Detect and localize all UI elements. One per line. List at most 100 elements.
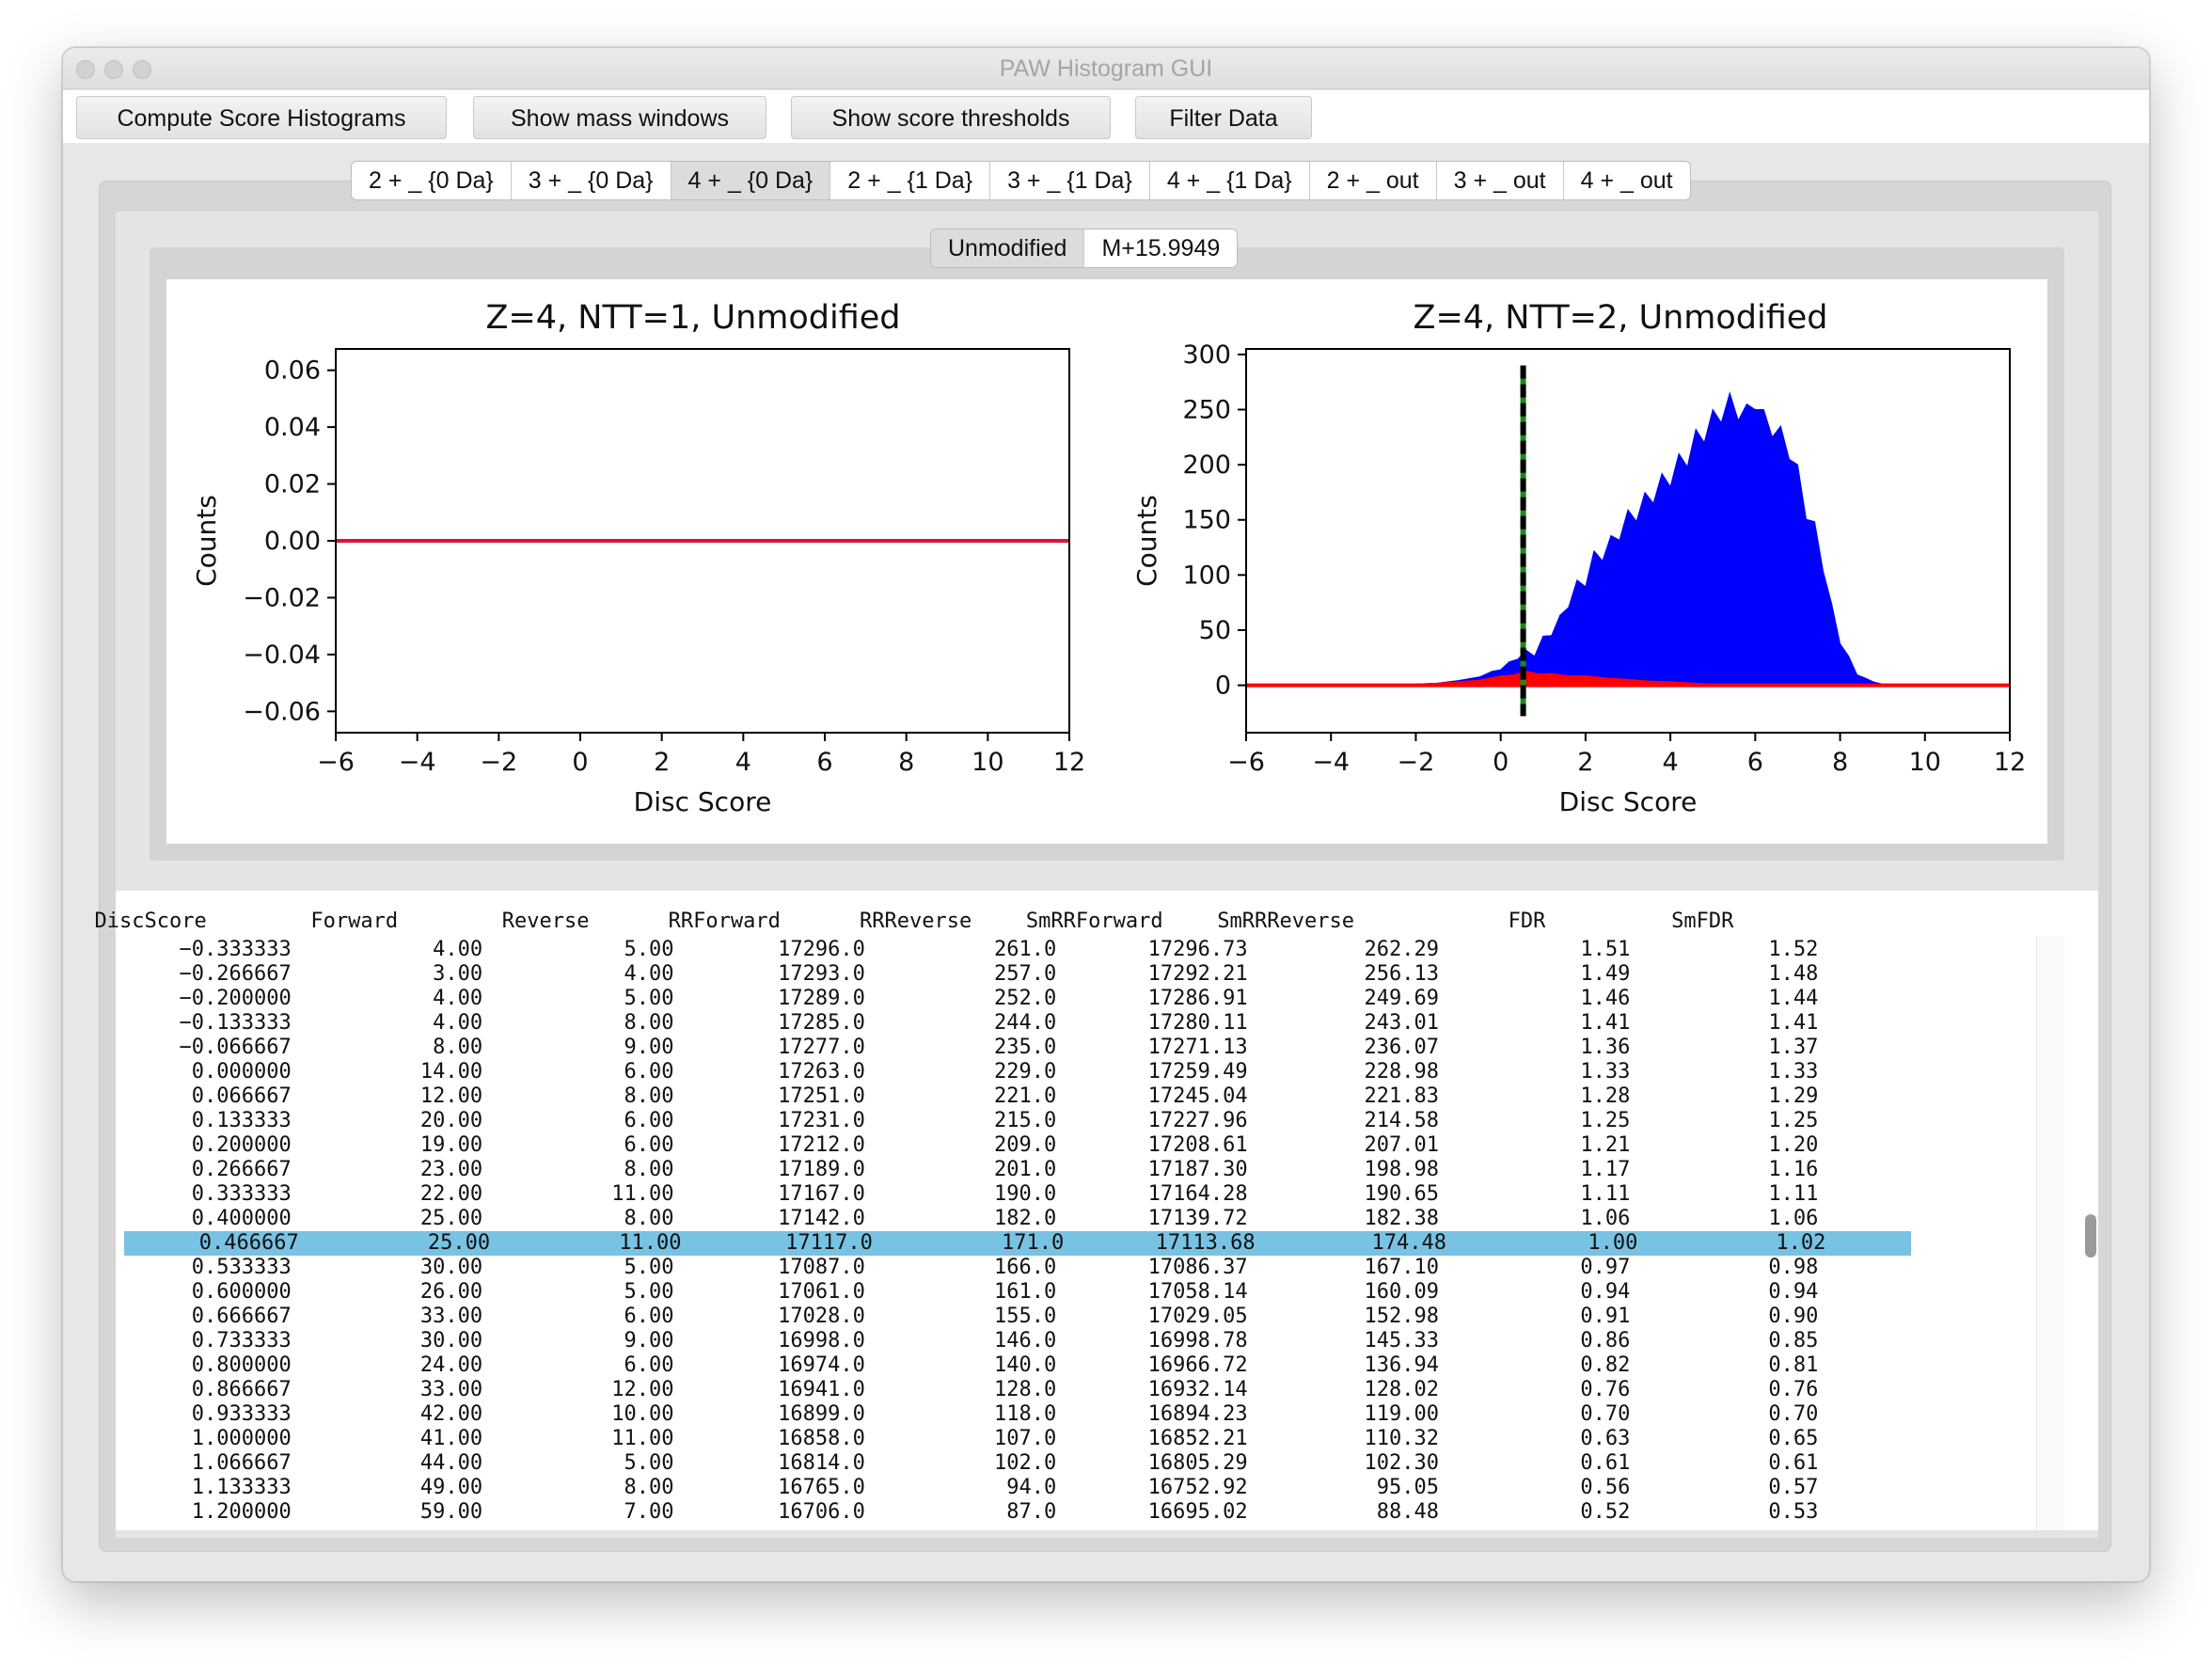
table-row[interactable]: 0.733333 30.00 9.00 16998.0 146.0 16998.78 145…	[116, 1329, 1912, 1353]
table-row[interactable]: −0.333333 4.00 5.00 17296.0 261.0 17296.73 262…	[116, 938, 1912, 962]
tab-2-plus-0-da[interactable]: 2 + _ {0 Da}	[352, 162, 512, 199]
table-row[interactable]: −0.133333 4.00 8.00 17285.0 244.0 17280.11 243…	[116, 1011, 1912, 1036]
table-cell-fdr: 1.17	[1580, 1158, 1631, 1181]
table-cell-discscore: 0.466667	[198, 1231, 299, 1255]
table-cell-smrrreverse: 145.33	[1364, 1329, 1439, 1353]
x-tick-label: −2	[1398, 748, 1435, 777]
tab-unmodified[interactable]: Unmodified	[931, 229, 1085, 267]
table-cell-rrforward: 16974.0	[778, 1353, 865, 1377]
x-tick-label: 12	[1053, 748, 1085, 777]
table-cell-discscore: −0.200000	[179, 987, 292, 1010]
tab-m-plus-15-9949[interactable]: M+15.9949	[1101, 235, 1221, 261]
table-cell-fdr: 1.36	[1580, 1036, 1631, 1059]
table-cell-smrrforward: 17245.04	[1147, 1084, 1248, 1108]
table-row[interactable]: 0.666667 33.00 6.00 17028.0 155.0 17029.05 152…	[116, 1305, 1912, 1329]
table-cell-reverse: 5.00	[624, 987, 674, 1010]
table-row[interactable]: 0.200000 19.00 6.00 17212.0 209.0 17208.61 207…	[116, 1133, 1912, 1158]
title-bar: PAW Histogram GUI	[63, 48, 2149, 89]
table-cell-rrforward: 17167.0	[778, 1182, 865, 1206]
table-cell-smrrforward: 17187.30	[1147, 1158, 1248, 1181]
table-cell-fdr: 1.11	[1580, 1182, 1631, 1206]
zoom-window-icon[interactable]	[133, 60, 151, 79]
table-cell-smfdr: 1.48	[1768, 962, 1819, 986]
table-cell-forward: 30.00	[419, 1329, 483, 1353]
table-cell-fdr: 0.56	[1580, 1476, 1631, 1499]
table-row[interactable]: 0.800000 24.00 6.00 16974.0 140.0 16966.72 136…	[116, 1353, 1912, 1378]
table-cell-forward: 3.00	[433, 962, 483, 986]
tab-4-plus-1-da[interactable]: 4 + _ {1 Da}	[1150, 162, 1310, 199]
table-cell-rrreverse: 94.0	[1006, 1476, 1057, 1499]
x-tick-label: 2	[654, 748, 670, 777]
x-tick-label: −4	[1312, 748, 1350, 777]
table-cell-smfdr: 0.90	[1768, 1305, 1819, 1328]
show-score-thresholds-button[interactable]: Show score thresholds	[791, 96, 1111, 139]
tab-2-plus-1-da[interactable]: 2 + _ {1 Da}	[830, 162, 991, 199]
table-cell-smrrforward: 17286.91	[1147, 987, 1248, 1010]
compute-score-histograms-button[interactable]: Compute Score Histograms	[76, 96, 447, 139]
tab-4-plus-0-da[interactable]: 4 + _ {0 Da}	[671, 162, 831, 199]
table-cell-rrreverse: 118.0	[993, 1402, 1057, 1426]
table-cell-discscore: 1.133333	[191, 1476, 292, 1499]
table-cell-discscore: 0.666667	[191, 1305, 292, 1328]
table-row-selected[interactable]: 0.466667 25.00 11.00 17117.0 171.0 17113.68 17…	[124, 1231, 1911, 1256]
table-row[interactable]: 0.400000 25.00 8.00 17142.0 182.0 17139.72 182…	[116, 1207, 1912, 1231]
table-scrollbar[interactable]	[2036, 936, 2064, 1530]
column-header-discscore: DiscScore	[94, 910, 207, 933]
table-cell-rrreverse: 146.0	[993, 1329, 1057, 1353]
table-cell-smrrforward: 17280.11	[1147, 1011, 1248, 1035]
table-row[interactable]: −0.066667 8.00 9.00 17277.0 235.0 17271.13 236…	[116, 1036, 1912, 1060]
table-row[interactable]: 1.066667 44.00 5.00 16814.0 102.0 16805.29 102…	[116, 1451, 1912, 1476]
x-tick-label: 12	[1994, 748, 2026, 777]
minimize-window-icon[interactable]	[104, 60, 123, 79]
tab-2-plus-out[interactable]: 2 + _ out	[1310, 162, 1437, 199]
filter-data-button[interactable]: Filter Data	[1135, 96, 1312, 139]
table-cell-smrrforward: 17292.21	[1147, 962, 1248, 986]
chart-right-axes-frame	[1245, 348, 2011, 734]
table-row[interactable]: 0.866667 33.00 12.00 16941.0 128.0 16932.14 12…	[116, 1378, 1912, 1402]
table-row[interactable]: 0.133333 20.00 6.00 17231.0 215.0 17227.96 214…	[116, 1109, 1912, 1133]
tab-3-plus-1-da[interactable]: 3 + _ {1 Da}	[990, 162, 1150, 199]
table-cell-reverse: 8.00	[624, 1011, 674, 1035]
table-cell-forward: 42.00	[419, 1402, 483, 1426]
table-cell-discscore: 0.533333	[191, 1256, 292, 1279]
table-cell-reverse: 9.00	[624, 1329, 674, 1353]
table-row[interactable]: 0.000000 14.00 6.00 17263.0 229.0 17259.49 228…	[116, 1060, 1912, 1084]
show-mass-windows-button[interactable]: Show mass windows	[473, 96, 766, 139]
fdr-table[interactable]: DiscScore Forward Reverse RRForward RRRevers…	[95, 891, 2098, 1530]
table-row[interactable]: 0.266667 23.00 8.00 17189.0 201.0 17187.30 198…	[116, 1158, 1912, 1182]
table-cell-fdr: 0.82	[1580, 1353, 1631, 1377]
table-scrollbar-thumb[interactable]	[2085, 1214, 2096, 1258]
table-cell-reverse: 11.00	[619, 1231, 682, 1255]
y-tick-label: 100	[1182, 561, 1231, 590]
table-cell-rrforward: 16998.0	[778, 1329, 865, 1353]
table-row[interactable]: 0.333333 22.00 11.00 17167.0 190.0 17164.28 19…	[116, 1182, 1912, 1207]
table-row[interactable]: 1.133333 49.00 8.00 16765.0 94.0 16752.92 95.0…	[116, 1476, 1912, 1500]
table-row[interactable]: −0.200000 4.00 5.00 17289.0 252.0 17286.91 249…	[116, 987, 1912, 1011]
tab-3-plus-out[interactable]: 3 + _ out	[1437, 162, 1564, 199]
tab-3-plus-0-da[interactable]: 3 + _ {0 Da}	[512, 162, 672, 199]
table-cell-smfdr: 1.44	[1768, 987, 1819, 1010]
table-cell-smfdr: 1.02	[1776, 1231, 1826, 1255]
table-row[interactable]: 0.933333 42.00 10.00 16899.0 118.0 16894.23 11…	[116, 1402, 1912, 1427]
table-row[interactable]: 1.200000 59.00 7.00 16706.0 87.0 16695.02 88.4…	[116, 1500, 1912, 1525]
table-row[interactable]: −0.266667 3.00 4.00 17293.0 257.0 17292.21 256…	[116, 962, 1912, 987]
table-cell-rrreverse: 215.0	[993, 1109, 1057, 1132]
table-cell-fdr: 1.21	[1580, 1133, 1631, 1157]
x-tick-label: 8	[898, 748, 914, 777]
toolbar: Compute Score Histograms Show mass windo…	[63, 90, 2149, 143]
column-header-rrreverse: RRReverse	[859, 910, 972, 933]
table-cell-fdr: 1.33	[1580, 1060, 1631, 1084]
table-cell-smrrforward: 17296.73	[1147, 938, 1248, 961]
table-cell-smrrreverse: 102.30	[1364, 1451, 1439, 1475]
table-cell-reverse: 5.00	[624, 1256, 674, 1279]
table-row[interactable]: 1.000000 41.00 11.00 16858.0 107.0 16852.21 11…	[116, 1427, 1912, 1451]
table-row[interactable]: 0.066667 12.00 8.00 17251.0 221.0 17245.04 221…	[116, 1084, 1912, 1109]
x-tick-label: −2	[480, 748, 517, 777]
table-row[interactable]: 0.600000 26.00 5.00 17061.0 161.0 17058.14 160…	[116, 1280, 1912, 1305]
table-cell-forward: 22.00	[419, 1182, 483, 1206]
tab-4-plus-out[interactable]: 4 + _ out	[1580, 167, 1673, 194]
table-row[interactable]: 0.533333 30.00 5.00 17087.0 166.0 17086.37 167…	[116, 1256, 1912, 1280]
close-window-icon[interactable]	[76, 60, 95, 79]
table-body[interactable]: −0.333333 4.00 5.00 17296.0 261.0 17296.73 262…	[116, 938, 1997, 1530]
table-cell-rrforward: 17293.0	[778, 962, 865, 986]
